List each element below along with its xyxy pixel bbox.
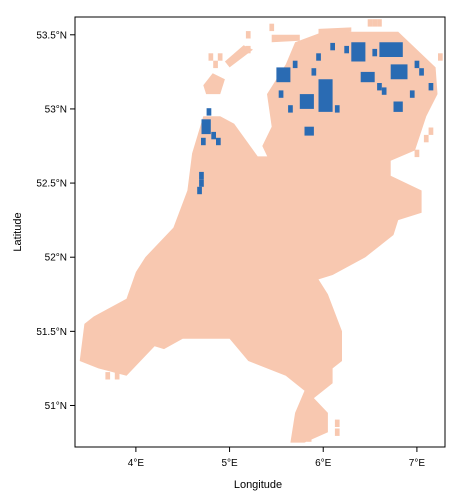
- land-cell-25: [217, 53, 223, 61]
- land-region-5: [318, 27, 352, 35]
- land-cell-36: [105, 372, 111, 380]
- land-cell-30: [372, 19, 378, 27]
- land-cell-33: [110, 335, 115, 343]
- land-region-2: [203, 73, 225, 95]
- highlight-cell-6: [419, 68, 424, 76]
- land-cell-38: [297, 434, 303, 442]
- highlight-cell-11: [292, 60, 298, 69]
- highlight-cell-8: [381, 87, 387, 95]
- highlight-region-15: [304, 126, 314, 136]
- highlight-region-14: [201, 119, 211, 135]
- highlight-region-9: [318, 79, 333, 112]
- land-cell-31: [377, 19, 382, 27]
- highlight-cell-18: [201, 137, 206, 146]
- highlight-cell-4: [372, 48, 378, 57]
- highlight-cell-12: [278, 90, 284, 98]
- highlight-cell-10: [428, 83, 434, 91]
- plot-frame: [74, 16, 446, 448]
- highlight-cell-15: [311, 68, 317, 76]
- land-cell-42: [423, 134, 429, 143]
- highlight-cell-3: [316, 53, 321, 61]
- highlight-cell-16: [206, 108, 212, 116]
- land-cell-35: [161, 327, 167, 335]
- land-cell-26: [245, 31, 251, 39]
- y-axis: 51°N 51.5°N 52°N 52.5°N 53°N 53.5°N: [36, 30, 75, 412]
- land-cell-28: [245, 45, 251, 54]
- y-tick-label-3: 52°N: [45, 253, 67, 264]
- y-tick-label-5: 53°N: [45, 104, 67, 115]
- land-region-1: [79, 31, 438, 443]
- highlight-cell-13: [288, 105, 293, 113]
- highlight-region-7: [390, 64, 408, 80]
- highlight-layer: [197, 42, 434, 195]
- x-axis-title: Longitude: [234, 479, 282, 491]
- map-layer: [79, 19, 443, 443]
- land-cell-44: [414, 149, 420, 158]
- land-cell-45: [438, 53, 443, 61]
- highlight-region-8: [351, 42, 366, 62]
- highlight-cell-17: [211, 131, 216, 140]
- highlight-cell-1: [330, 42, 335, 51]
- x-axis: 4°E 5°E 6°E 7°E: [128, 447, 426, 469]
- highlight-cell-21: [199, 179, 204, 187]
- highlight-cell-19: [216, 137, 221, 146]
- land-cell-39: [306, 434, 312, 442]
- highlight-cell-22: [197, 186, 202, 195]
- highlight-cell-2: [344, 45, 349, 54]
- land-cell-24: [213, 60, 218, 69]
- highlight-cell-14: [334, 105, 340, 113]
- x-tick-label-3: 6°E: [315, 458, 332, 469]
- highlight-cell-7: [377, 83, 382, 91]
- y-tick-label-6: 53.5°N: [36, 30, 67, 41]
- y-tick-label-2: 51.5°N: [36, 327, 67, 338]
- x-tick-label-2: 5°E: [221, 458, 238, 469]
- x-tick-label-1: 4°E: [128, 458, 145, 469]
- highlight-region-11: [276, 67, 291, 83]
- land-cell-32: [96, 330, 101, 338]
- highlight-cell-20: [199, 171, 204, 180]
- y-axis-title: Latitude: [12, 212, 24, 251]
- highlight-cell-5: [414, 60, 420, 69]
- land-layer: [79, 19, 443, 443]
- highlight-cell-9: [409, 90, 415, 98]
- land-cell-40: [334, 419, 340, 427]
- land-cell-41: [334, 428, 340, 436]
- x-tick-label-4: 7°E: [409, 458, 426, 469]
- land-cell-29: [367, 19, 373, 27]
- highlight-region-12: [360, 71, 375, 83]
- y-tick-label-4: 52.5°N: [36, 179, 67, 190]
- land-cell-37: [114, 372, 120, 380]
- highlight-region-6: [379, 42, 403, 57]
- land-region-4: [271, 34, 300, 43]
- land-cell-34: [147, 309, 153, 318]
- highlight-region-13: [393, 101, 403, 112]
- land-cell-43: [428, 127, 434, 135]
- land-cell-23: [208, 53, 214, 61]
- y-tick-label-1: 51°N: [45, 401, 67, 412]
- highlight-region-10: [299, 94, 314, 109]
- land-cell-27: [269, 23, 275, 32]
